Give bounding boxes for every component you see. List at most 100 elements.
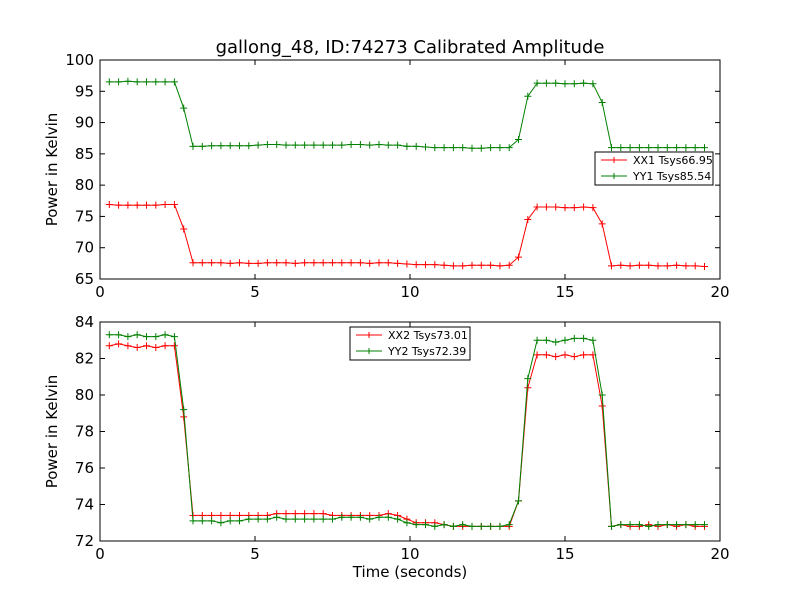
- data-point: [161, 331, 169, 339]
- legend-label: YY2 Tsys72.39: [387, 345, 466, 358]
- legend-marker: [611, 157, 617, 163]
- data-point: [431, 144, 439, 152]
- data-point: [515, 253, 522, 261]
- x-tick-label: 0: [95, 545, 105, 563]
- data-point: [170, 201, 178, 209]
- data-point: [533, 351, 541, 359]
- data-point: [515, 135, 522, 143]
- figure-title: gallong_48, ID:74273 Calibrated Amplitud…: [216, 37, 605, 58]
- data-point: [487, 522, 495, 530]
- y-tick-label: 72: [75, 532, 94, 550]
- data-point: [422, 143, 429, 151]
- data-point: [561, 336, 569, 344]
- data-point: [105, 201, 113, 209]
- y-axis-label: Power in Kelvin: [43, 113, 61, 227]
- data-point: [533, 79, 541, 87]
- data-point: [617, 521, 625, 529]
- series-line: [109, 80, 705, 149]
- y-tick-label: 65: [75, 270, 94, 288]
- data-point: [533, 336, 541, 344]
- data-point: [654, 521, 662, 529]
- data-point: [561, 80, 569, 88]
- data-point: [124, 77, 132, 85]
- x-tick-label: 0: [95, 283, 105, 301]
- data-point: [291, 259, 299, 267]
- data-point: [217, 519, 225, 527]
- y-tick-label: 100: [65, 51, 94, 69]
- data-point: [459, 144, 467, 152]
- y-tick-label: 70: [75, 239, 94, 257]
- data-point: [236, 517, 243, 525]
- data-point: [208, 259, 216, 267]
- data-point: [487, 261, 495, 269]
- legend-label: YY1 Tsys85.54: [632, 170, 711, 183]
- data-point: [403, 260, 411, 268]
- data-point: [217, 142, 225, 150]
- data-point: [310, 141, 318, 149]
- data-point: [505, 521, 513, 529]
- legend-label: XX1 Tsys66.95: [633, 154, 713, 167]
- data-point: [143, 342, 150, 350]
- data-point: [580, 351, 588, 359]
- data-point: [133, 78, 141, 86]
- data-point: [245, 515, 253, 523]
- legend-box: [594, 151, 714, 186]
- data-point: [347, 259, 355, 267]
- data-point: [180, 406, 188, 414]
- data-point: [152, 333, 160, 341]
- data-point: [105, 78, 113, 86]
- data-point: [161, 201, 169, 209]
- data-point: [282, 259, 290, 267]
- data-point: [152, 344, 160, 352]
- data-point: [505, 144, 513, 152]
- data-point: [115, 78, 123, 86]
- data-point: [524, 92, 532, 100]
- data-point: [663, 144, 671, 152]
- data-point: [124, 201, 132, 209]
- data-point: [580, 203, 588, 211]
- legend-marker: [611, 173, 617, 179]
- legend-marker: [366, 348, 372, 354]
- data-point: [356, 140, 364, 148]
- x-tick-label: 5: [250, 545, 260, 563]
- data-point: [356, 259, 364, 267]
- data-point: [170, 333, 178, 341]
- data-point: [645, 522, 653, 530]
- data-point: [105, 342, 113, 350]
- data-point: [347, 513, 355, 521]
- data-point: [384, 141, 392, 149]
- y-tick-label: 75: [75, 207, 94, 225]
- data-point: [598, 402, 606, 410]
- data-point: [394, 259, 402, 267]
- y-tick-label: 74: [75, 496, 94, 514]
- data-point: [198, 517, 206, 525]
- data-point: [356, 513, 364, 521]
- data-point: [431, 261, 439, 269]
- data-point: [115, 340, 123, 348]
- data-point: [384, 513, 392, 521]
- data-point: [338, 141, 346, 149]
- data-point: [552, 79, 560, 87]
- y-tick-label: 76: [75, 459, 94, 477]
- data-point: [645, 144, 653, 152]
- x-tick-label: 20: [710, 545, 729, 563]
- data-point: [459, 262, 467, 270]
- data-point: [570, 353, 578, 361]
- bottom-subplot: 0 5 10 15 20 72 74 76 78 80 82 84 Power in Kelvin XX2…: [43, 313, 730, 563]
- data-point: [654, 144, 662, 152]
- x-axis-label: Time (seconds): [352, 563, 468, 581]
- data-point: [663, 262, 671, 270]
- data-point: [673, 261, 681, 269]
- y-tick-label: 80: [75, 386, 94, 404]
- series-line: [109, 204, 705, 267]
- data-point: [589, 204, 597, 212]
- top-subplot: 0 5 10 15 20 65 70 75 80 85 90 95 100 Power in Kelvin…: [43, 51, 730, 301]
- data-point: [412, 142, 420, 150]
- data-point: [319, 515, 327, 523]
- data-point: [394, 141, 402, 149]
- data-point: [682, 521, 690, 529]
- data-point: [310, 259, 318, 267]
- data-point: [180, 225, 188, 233]
- data-point: [440, 521, 448, 529]
- data-point: [143, 333, 150, 341]
